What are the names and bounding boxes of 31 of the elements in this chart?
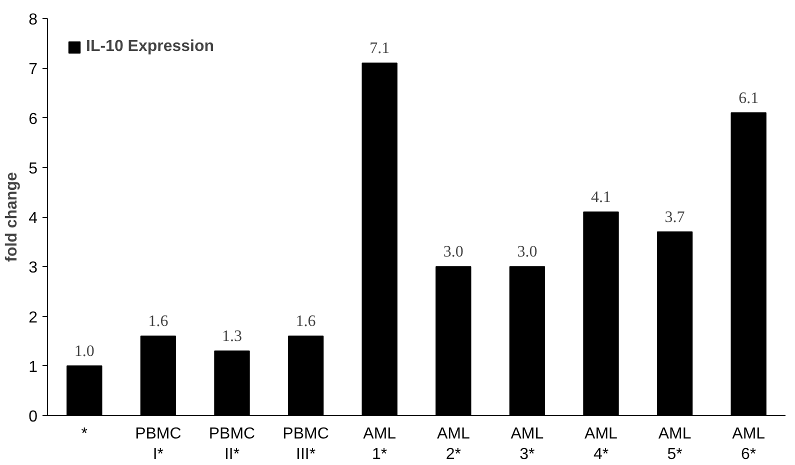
- y-tick-label: 7: [28, 61, 38, 78]
- x-tick-label: PBMC I*: [135, 426, 182, 463]
- x-tick-label: PBMC II*: [208, 426, 256, 463]
- y-tick-label: 6: [28, 110, 38, 128]
- text: 1.6: [296, 313, 316, 330]
- x-tick-label: *: [81, 426, 88, 442]
- y-tick-label: 4: [28, 210, 38, 227]
- x-tick-label: AML 4*: [584, 426, 618, 463]
- legend-label: IL-10 Expression: [86, 38, 214, 56]
- text: 3.7: [664, 208, 685, 226]
- text: 3.0: [443, 244, 464, 261]
- text: 3.0: [517, 244, 538, 261]
- x-tick-label: PBMC III*: [282, 426, 329, 463]
- y-tick-label: 0: [28, 408, 38, 426]
- y-tick-label: 8: [28, 12, 38, 28]
- y-tick-label: 2: [28, 309, 38, 326]
- text: 7.1: [370, 40, 390, 58]
- x-tick-label: AML 5*: [658, 426, 692, 463]
- y-axis-title: fold change: [4, 172, 21, 262]
- text: 1.6: [148, 313, 168, 330]
- x-tick-label: AML 2*: [436, 426, 470, 463]
- text: 6.1: [738, 90, 759, 107]
- x-tick-label: AML 3*: [510, 426, 544, 463]
- y-tick-label: 1: [28, 358, 38, 376]
- x-tick-label: AML 6*: [732, 426, 766, 463]
- y-tick-label: 3: [28, 260, 38, 277]
- y-tick-label: 5: [28, 160, 38, 178]
- text: 1.3: [222, 328, 242, 345]
- x-tick-label: AML 1*: [363, 426, 396, 463]
- text: 4.1: [591, 189, 611, 206]
- text: 1.0: [74, 342, 94, 360]
